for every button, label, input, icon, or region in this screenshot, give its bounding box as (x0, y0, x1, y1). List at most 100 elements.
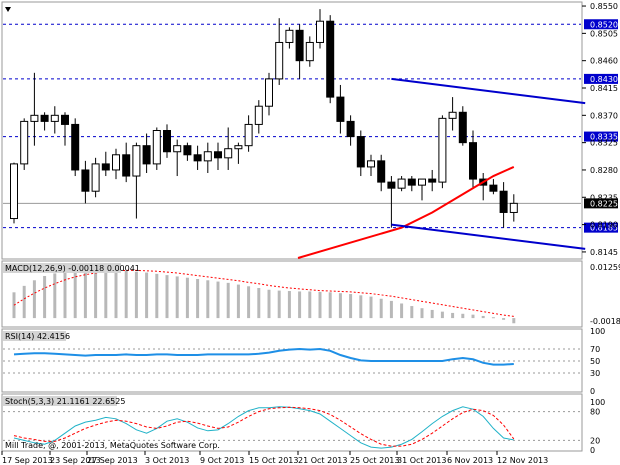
copyright-footer: Mill Trade, @, 2001-2013, MetaQuotes Sof… (5, 441, 220, 450)
candle-bullish (418, 178, 426, 186)
level-tag-label-3: 0.8185 (590, 224, 618, 233)
macd-histogram-bar (206, 280, 210, 319)
stoch-tick-label: 0 (590, 446, 595, 455)
level-tag-2 (584, 131, 618, 142)
x-tick-label: 21 Oct 2013 (298, 456, 347, 465)
macd-tick-label: -0.00184 (590, 317, 620, 326)
candle-bearish (101, 163, 110, 171)
candle-bearish (356, 136, 365, 168)
candle-bullish (112, 154, 120, 171)
candle-bullish (173, 145, 182, 153)
candle-bearish (142, 145, 151, 165)
x-tick-label: 6 Nov 2013 (447, 456, 493, 465)
stoch-tick-label: 80 (590, 408, 600, 417)
macd-histogram-bar (287, 291, 291, 319)
macd-histogram-bar (257, 288, 261, 319)
stoch-label-bg (3, 396, 117, 406)
macd-histogram-bar (481, 315, 485, 319)
stoch-indicator-label: Stoch(5,3,3) 21.1161 22.6525 (5, 397, 125, 406)
macd-histogram-bar (359, 295, 363, 319)
stoch-signal-line (13, 406, 515, 447)
macd-histogram-bar (298, 291, 302, 319)
macd-histogram-bar (12, 292, 16, 319)
macd-histogram-bar (196, 278, 200, 319)
price-tick-label: 0.8235 (590, 193, 618, 202)
macd-histogram-bar (145, 272, 149, 319)
candle-bullish (254, 105, 263, 125)
candle-bullish (305, 41, 314, 62)
level-tag-1 (584, 73, 618, 84)
candle-bearish (499, 190, 508, 213)
macd-histogram-bar (114, 269, 118, 319)
candle-bearish (458, 111, 467, 144)
x-tick-label: 17 Sep 2013 (2, 456, 53, 465)
macd-histogram-bar (267, 289, 271, 319)
candle-bullish (285, 29, 294, 43)
rsi-tick-label: 70 (590, 345, 600, 354)
candle-bearish (71, 123, 80, 171)
rsi-indicator-label: RSI(14) 42.4156 (5, 332, 70, 341)
macd-histogram-bar (410, 306, 414, 319)
macd-histogram-bar (247, 286, 251, 319)
macd-histogram-bar (369, 296, 373, 319)
macd-histogram-bar (216, 281, 220, 319)
price-tick-label: 0.8370 (590, 111, 618, 120)
stoch-panel (3, 406, 581, 449)
candle-bullish (367, 160, 375, 168)
macd-histogram-bar (22, 285, 26, 319)
candle-bullish (152, 130, 161, 165)
candle-bullish (448, 111, 457, 119)
level-tag-0 (584, 19, 618, 30)
macd-histogram-bar (308, 291, 312, 319)
macd-histogram-bar (83, 269, 87, 319)
macd-signal-line (13, 269, 514, 317)
macd-histogram-bar (104, 269, 108, 319)
candle-bearish (407, 178, 416, 186)
rsi-line (13, 347, 514, 366)
macd-histogram-bar (400, 303, 404, 319)
macd-histogram-bar (155, 273, 159, 319)
macd-histogram-bar (430, 309, 434, 319)
candle-bullish (509, 202, 518, 213)
x-tick-label: 15 Oct 2013 (249, 456, 298, 465)
macd-histogram-bar (440, 311, 444, 319)
macd-histogram-bar (420, 308, 424, 319)
macd-histogram-bar (512, 318, 516, 324)
stoch-tick-label: 20 (590, 436, 600, 445)
price-tick-label: 0.8505 (590, 29, 618, 38)
price-tick-label: 0.8190 (590, 221, 618, 230)
candle-bearish (214, 151, 222, 159)
candle-bullish (265, 78, 273, 107)
price-tick-label: 0.8145 (590, 248, 618, 257)
macd-histogram-bar (53, 273, 57, 319)
macd-histogram-bar (134, 271, 138, 319)
candle-bearish (40, 114, 49, 122)
candle-bearish (387, 181, 396, 189)
macd-histogram-bar (226, 282, 230, 319)
candle-bullish (30, 114, 39, 122)
current-price-tag (584, 198, 618, 209)
candle-bullish (20, 120, 29, 165)
macd-tick-label: 0.01259 (590, 263, 620, 272)
rsi-panel-frame (1, 328, 583, 393)
macd-histogram-bar (502, 318, 506, 320)
macd-panel (12, 269, 516, 324)
price-panel: 0.8520 0.8430 0.8335 0.8185 0.8225 (3, 9, 618, 259)
candle-bearish (183, 145, 192, 156)
candle-bearish (489, 184, 498, 192)
price-panel-frame (1, 1, 583, 260)
macd-histogram-bar (236, 284, 240, 319)
macd-histogram-bar (349, 294, 353, 319)
candle-bearish (122, 154, 131, 177)
macd-histogram-bar (338, 293, 342, 319)
chart-menu-triangle-icon[interactable] (5, 7, 11, 12)
macd-histogram-bar (389, 300, 393, 319)
level-tag-3 (584, 222, 618, 233)
candle-bullish (316, 20, 324, 43)
candle-bullish (234, 145, 243, 150)
level-tag-label-1: 0.8430 (590, 75, 618, 84)
macd-indicator-label: MACD(12,26,9) -0.00118 0.00041 (5, 264, 140, 273)
rsi-tick-label: 0 (590, 387, 595, 396)
